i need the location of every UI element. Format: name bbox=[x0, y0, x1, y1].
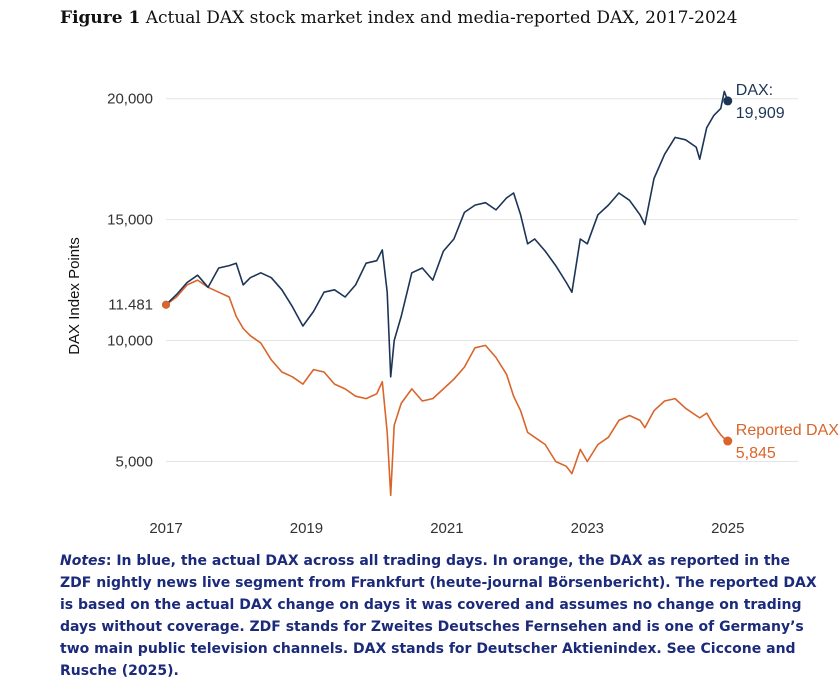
end-label-actual-name: DAX: bbox=[736, 82, 773, 99]
y-tick-labels: 5,000 10,000 11.481 15,000 20,000 bbox=[107, 91, 153, 471]
figure-notes: Notes: In blue, the actual DAX across al… bbox=[60, 550, 820, 682]
end-point-reported bbox=[723, 436, 733, 446]
x-tick-label: 2017 bbox=[149, 520, 182, 537]
figure-label: Figure 1 bbox=[60, 8, 141, 28]
y-tick-label: 10,000 bbox=[107, 333, 153, 350]
end-label-actual-value: 19,909 bbox=[736, 105, 785, 122]
end-point-actual bbox=[723, 96, 733, 106]
series-markers bbox=[162, 96, 733, 446]
figure-caption: Actual DAX stock market index and media-… bbox=[145, 8, 738, 28]
y-tick-label: 15,000 bbox=[107, 212, 153, 229]
figure-title: Figure 1 Actual DAX stock market index a… bbox=[60, 8, 830, 28]
y-axis-label: DAX Index Points bbox=[66, 237, 83, 355]
x-tick-label: 2023 bbox=[571, 520, 604, 537]
series-line-actual bbox=[165, 90, 729, 378]
y-tick-label: 20,000 bbox=[107, 91, 153, 108]
y-tick-label: 11.481 bbox=[108, 297, 153, 314]
x-tick-label: 2019 bbox=[290, 520, 323, 537]
y-gridlines bbox=[166, 98, 798, 462]
x-tick-label: 2021 bbox=[430, 520, 463, 537]
start-point-reported bbox=[162, 300, 170, 309]
series-line-reported bbox=[165, 279, 729, 497]
x-tick-label: 2025 bbox=[711, 520, 744, 537]
end-label-reported-value: 5,845 bbox=[736, 445, 776, 462]
y-tick-label: 5,000 bbox=[115, 453, 153, 470]
notes-text: : In blue, the actual DAX across all tra… bbox=[60, 553, 817, 679]
x-tick-labels: 2017 2019 2021 2023 2025 bbox=[149, 520, 744, 537]
end-label-reported-name: Reported DAX: bbox=[736, 422, 840, 439]
notes-label: Notes bbox=[60, 553, 106, 569]
